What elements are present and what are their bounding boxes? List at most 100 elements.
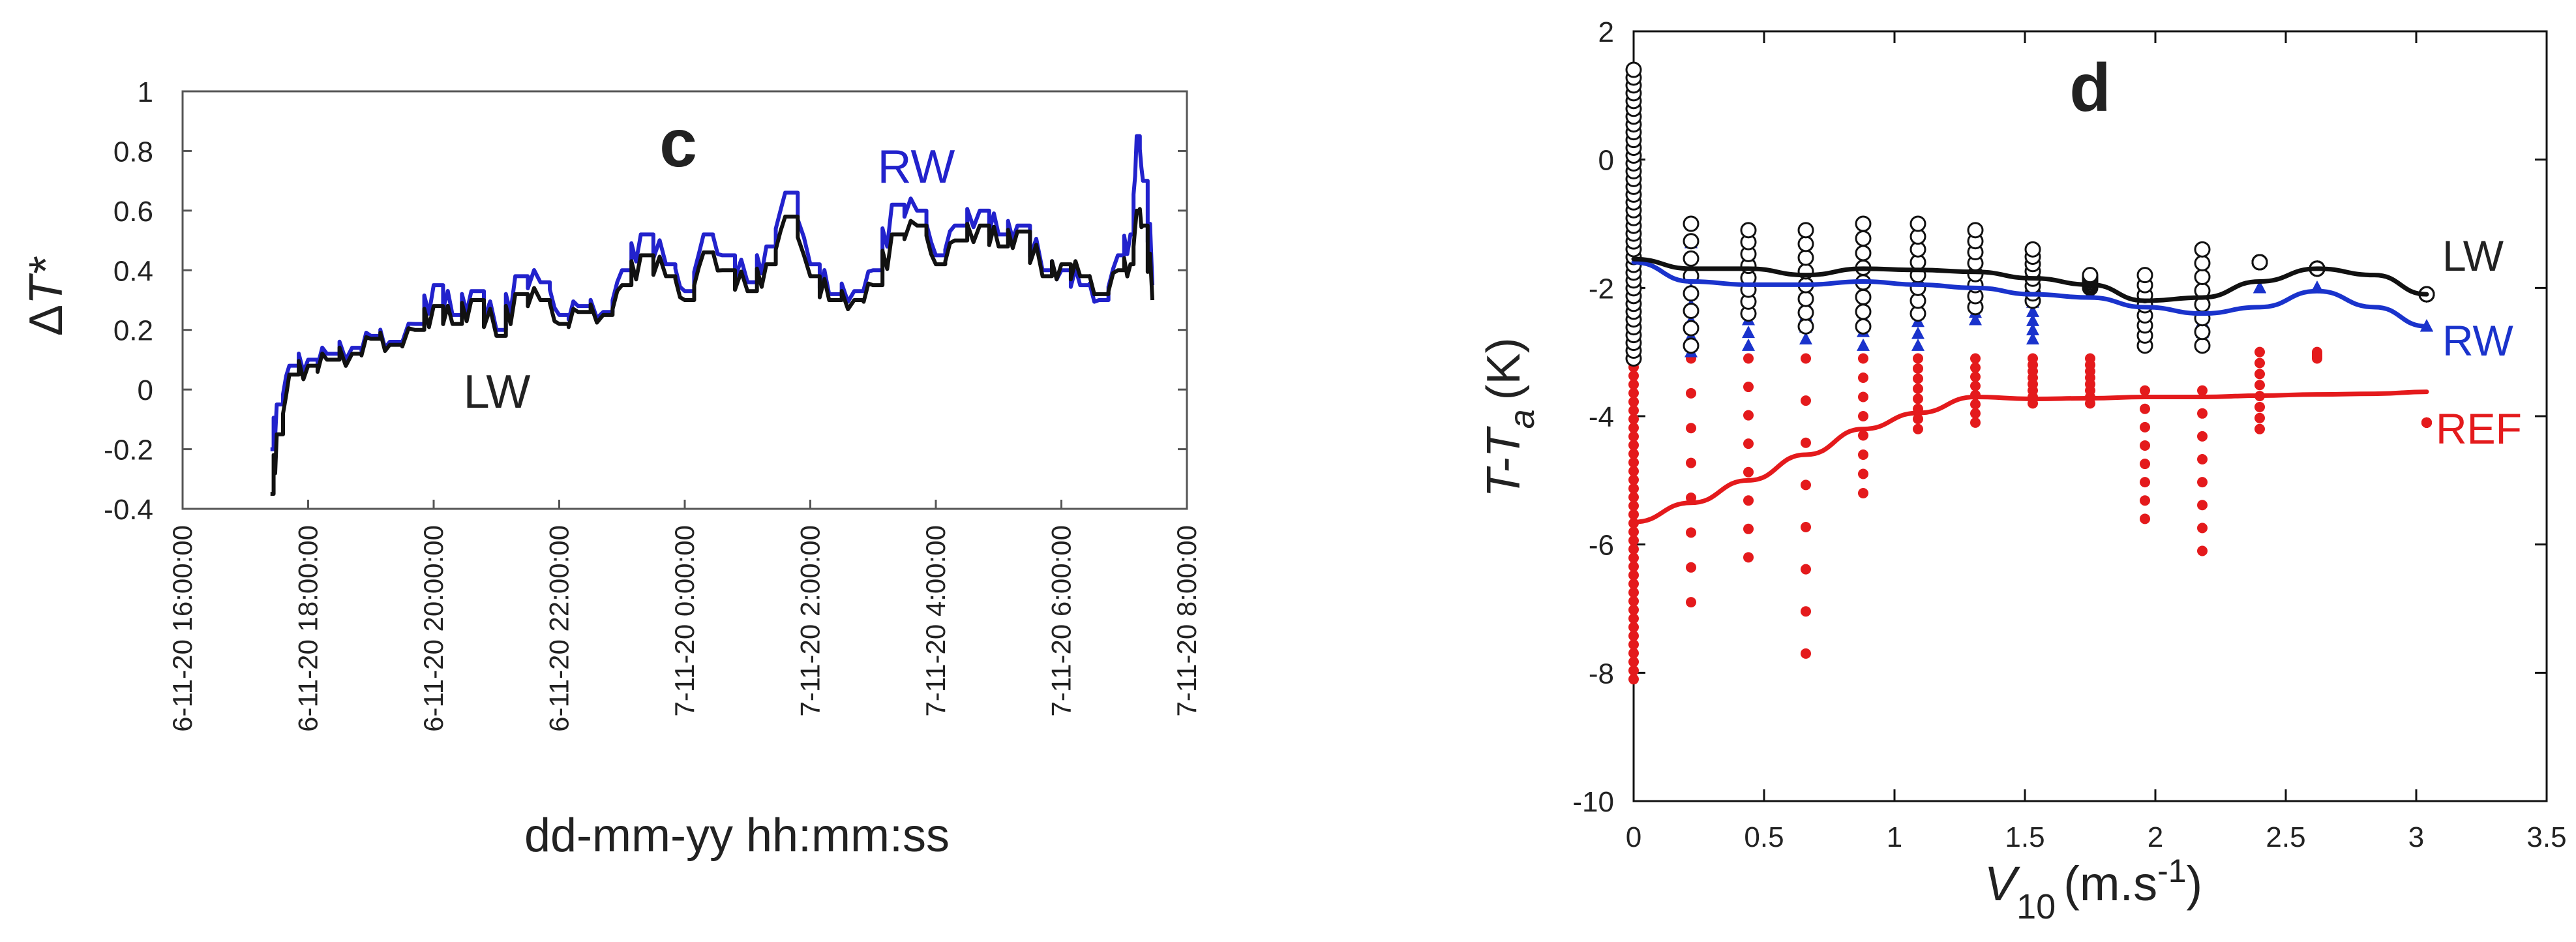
lw-point — [1855, 318, 1872, 335]
y-tick-label: 0.8 — [113, 136, 153, 168]
ref-point — [2197, 523, 2208, 534]
x-tick-label: 7-11-20 4:00:00 — [920, 525, 951, 716]
lw-point — [2136, 267, 2153, 284]
ref-point — [1628, 570, 1639, 581]
ref-point — [2140, 459, 2150, 470]
lw-point — [1797, 304, 1814, 321]
ref-point — [2254, 346, 2265, 357]
ref-point — [1858, 488, 1868, 498]
ref-point — [1801, 564, 1811, 575]
ref-point — [1628, 405, 1639, 416]
ref-point — [2140, 477, 2150, 488]
ref-point — [1970, 408, 1981, 419]
y-tick-label: -8 — [1589, 658, 1614, 690]
lw-point — [1855, 245, 1872, 262]
rw-point — [1857, 338, 1870, 351]
svg-text:T-Ta(K): T-Ta (K) — [1478, 337, 1542, 497]
lw-point — [1797, 290, 1814, 307]
ref-point — [1858, 372, 1868, 383]
lw-point — [2194, 324, 2211, 341]
lw-point — [1683, 233, 1700, 250]
ref-point — [1686, 527, 1696, 538]
panel-d-xlabel-unit: (m.s — [2063, 857, 2157, 911]
ref-point — [1628, 656, 1639, 667]
panel-d-xlabel: V10 (m.s-1) — [1984, 853, 2202, 926]
panel-c-ylabel: ΔT* — [20, 256, 72, 336]
ref-point — [1628, 674, 1639, 685]
svg-text:V10(m.s-1): V10 (m.s-1) — [1984, 853, 2202, 926]
ref-point — [1628, 431, 1639, 442]
ref-point — [2197, 500, 2208, 511]
rw-point — [1911, 338, 1925, 351]
rw-point — [2026, 313, 2039, 326]
panel-d-label-rw: RW — [2442, 316, 2513, 365]
x-tick-label: 7-11-20 8:00:00 — [1171, 525, 1202, 716]
panel-d-x-ticks: 0 0.5 1 1.5 2 2.5 3 3.5 — [1626, 31, 2567, 853]
ref-point — [1858, 430, 1868, 441]
ref-point — [1686, 457, 1696, 468]
rw-point — [1799, 332, 1812, 344]
lw-point — [1797, 318, 1814, 335]
ref-point — [1913, 353, 1923, 364]
lw-point — [2082, 267, 2099, 284]
ref-point — [1801, 437, 1811, 448]
rw-point — [2026, 304, 2039, 317]
y-tick-label: 0.6 — [113, 196, 153, 228]
ref-point — [2140, 513, 2150, 524]
lw-point — [1683, 337, 1700, 354]
ref-point — [1628, 466, 1639, 477]
panel-c-x-ticks: 6-11-20 16:00:00 6-11-20 18:00:00 6-11-20 … — [167, 500, 1202, 732]
ref-point — [1913, 423, 1923, 434]
lw-point — [1683, 250, 1700, 267]
y-tick-label: -0.4 — [104, 494, 153, 526]
x-tick-label: 3 — [2408, 821, 2424, 853]
ref-point — [1743, 495, 1754, 506]
panel-d-fits — [1631, 256, 2429, 524]
lw-point — [2024, 241, 2041, 258]
ref-point — [2028, 353, 2038, 364]
x-tick-label: 0.5 — [1744, 821, 1784, 853]
ref-point — [2140, 440, 2150, 451]
ref-point — [1801, 648, 1811, 659]
ref-point — [1913, 383, 1923, 394]
ref-point — [1628, 535, 1639, 546]
lw-point — [1967, 222, 1984, 239]
panel-d: 2 0 -2 -4 -6 -8 -10 0 0.5 1 1.5 2 2.5 3 3.5 d LW RW R… — [1478, 16, 2567, 926]
rw-point — [2026, 322, 2039, 335]
ref-point — [1628, 604, 1639, 615]
ref-point — [1858, 411, 1868, 421]
x-tick-label: 3.5 — [2526, 821, 2566, 853]
ref-point — [1628, 457, 1639, 468]
lw-point — [2194, 254, 2211, 271]
panel-c-xlabel: dd-mm-yy hh:mm:ss — [524, 810, 950, 862]
ref-point — [2197, 477, 2208, 488]
panel-c: -0.4-0.200.20.40.60.81 6-11-20 16:00:00 6… — [20, 76, 1202, 862]
lw-point — [2251, 254, 2268, 271]
x-tick-label: 7-11-20 6:00:00 — [1046, 525, 1077, 716]
lw-point — [1683, 302, 1700, 319]
ref-point — [2197, 431, 2208, 442]
lw-point — [1625, 61, 1642, 78]
x-tick-label: 6-11-20 20:00:00 — [418, 525, 449, 732]
lw-point — [1797, 236, 1814, 252]
y-tick-label: 2 — [1598, 16, 1614, 48]
rw-point — [2026, 332, 2039, 344]
panel-d-xlabel-symbol: V — [1984, 857, 2021, 911]
ref-point — [1913, 414, 1923, 425]
lw-point — [1683, 215, 1700, 232]
ref-point — [1858, 449, 1868, 460]
panel-c-label-lw: LW — [464, 366, 531, 418]
ref-point — [1743, 382, 1754, 393]
x-tick-label: 6-11-20 16:00:00 — [167, 525, 198, 732]
ref-point — [2421, 417, 2432, 428]
panel-d-ylabel-symbol: T-T — [1478, 425, 1530, 497]
ref-point — [1801, 606, 1811, 617]
lw-point — [2194, 241, 2211, 258]
fit-line-ref — [1631, 389, 2429, 524]
ref-point — [2140, 421, 2150, 433]
ref-point — [2254, 423, 2265, 434]
lw-point — [1855, 215, 1872, 232]
ref-point — [2197, 385, 2208, 396]
svg-text:ΔT*: ΔT* — [20, 256, 72, 336]
series-line-rw — [270, 134, 1155, 451]
